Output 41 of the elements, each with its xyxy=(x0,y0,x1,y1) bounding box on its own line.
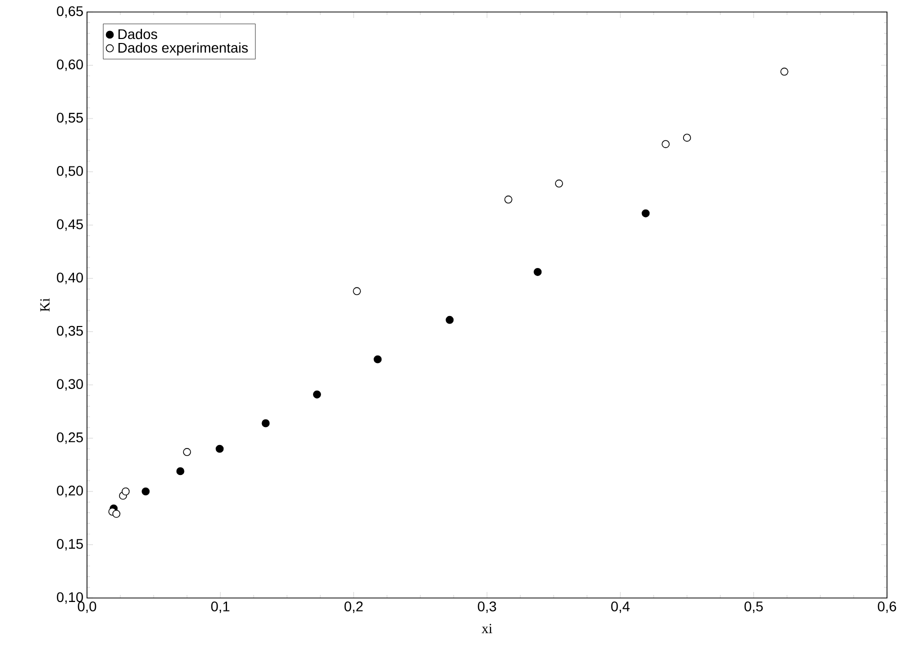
point xyxy=(216,444,224,453)
y-tick-label: 0,35 xyxy=(56,326,83,338)
point xyxy=(374,355,382,364)
point xyxy=(262,419,270,428)
y-tick-label: 0,65 xyxy=(56,6,83,18)
point xyxy=(534,268,542,276)
x-tick-label: 0,2 xyxy=(344,601,363,614)
point xyxy=(313,390,321,398)
point xyxy=(122,487,130,496)
point xyxy=(142,487,150,496)
x-tick-label: 0,5 xyxy=(744,601,763,614)
x-axis-title: xi xyxy=(482,624,492,634)
point xyxy=(662,140,670,148)
x-tick-label: 0,3 xyxy=(478,601,496,614)
legend-label: Dados experimentais xyxy=(118,42,248,56)
y-tick-label: 0,15 xyxy=(56,538,83,550)
x-tick-label: 0,0 xyxy=(78,601,96,614)
y-tick-label: 0,45 xyxy=(56,219,83,231)
x-tick-label: 0,6 xyxy=(878,601,896,614)
point xyxy=(504,196,512,204)
y-tick-label: 0,60 xyxy=(56,59,83,72)
y-tick-label: 0,30 xyxy=(56,379,83,391)
x-tick-label: 0,1 xyxy=(211,601,230,614)
point xyxy=(112,510,120,518)
y-tick-label: 0,25 xyxy=(56,432,83,444)
point xyxy=(446,316,454,324)
point xyxy=(780,68,788,76)
point xyxy=(183,448,191,456)
point xyxy=(642,209,650,218)
y-tick-label: 0,50 xyxy=(56,166,83,178)
y-tick-label: 0,10 xyxy=(56,592,83,604)
point xyxy=(352,287,361,296)
point xyxy=(683,134,691,142)
x-tick-label: 0,4 xyxy=(611,601,630,614)
point xyxy=(176,467,184,476)
y-tick-label: 0,20 xyxy=(56,486,83,498)
legend-label: Dados xyxy=(118,28,158,40)
y-tick-label: 0,55 xyxy=(56,112,83,124)
y-tick-label: 0,40 xyxy=(56,272,83,284)
y-axis-title: Ki xyxy=(40,298,50,312)
point xyxy=(555,180,563,188)
